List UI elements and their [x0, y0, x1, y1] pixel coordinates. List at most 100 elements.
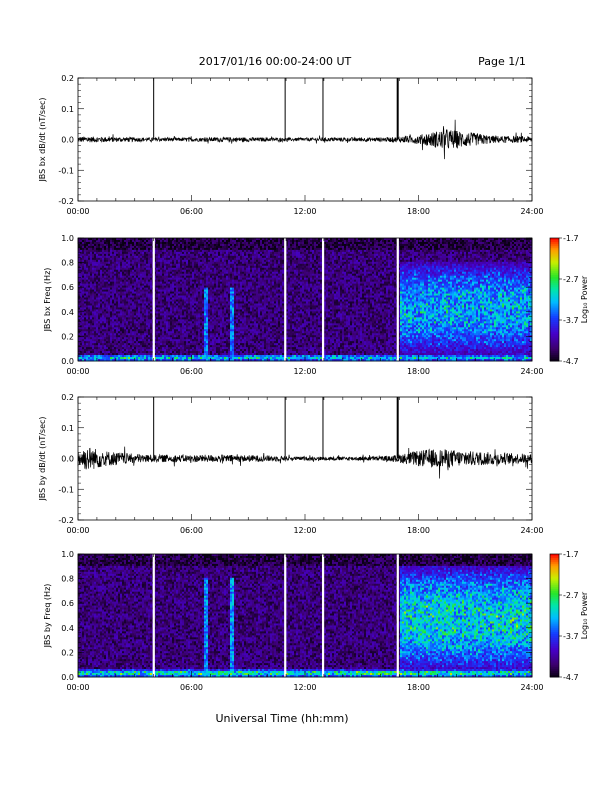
heatmap-cell: [100, 257, 103, 261]
heatmap-cell: [114, 339, 117, 342]
heatmap-cell: [106, 331, 109, 334]
heatmap-cell: [88, 327, 91, 330]
heatmap-cell: [84, 291, 87, 294]
heatmap-cell: [110, 299, 113, 302]
heatmap-cell: [126, 267, 129, 271]
heatmap-cell: [108, 313, 111, 316]
heatmap-cell: [136, 325, 139, 328]
heatmap-cell: [158, 273, 161, 277]
heatmap-cell: [102, 297, 105, 300]
heatmap-cell: [122, 299, 125, 302]
heatmap-cell: [96, 251, 99, 255]
heatmap-cell: [116, 337, 119, 340]
heatmap-cell: [102, 331, 105, 334]
heatmap-cell: [146, 317, 149, 320]
heatmap-cell: [104, 257, 107, 261]
heatmap-cell: [150, 303, 153, 306]
heatmap-cell: [108, 277, 111, 281]
heatmap-cell: [146, 297, 149, 300]
heatmap-cell: [134, 245, 137, 249]
heatmap-cell: [144, 353, 147, 356]
heatmap-cell: [92, 238, 95, 241]
heatmap-cell: [102, 251, 105, 255]
heatmap-cell: [140, 311, 143, 314]
heatmap-cell: [86, 295, 89, 298]
heatmap-cell: [78, 275, 81, 279]
heatmap-cell: [90, 259, 93, 263]
heatmap-cell: [110, 275, 113, 279]
heatmap-cell: [140, 309, 143, 312]
heatmap-cell: [138, 295, 141, 298]
heatmap-cell: [108, 301, 111, 304]
heatmap-cell: [110, 297, 113, 300]
heatmap-cell: [118, 317, 121, 320]
heatmap-cell: [158, 317, 161, 320]
heatmap-cell: [108, 299, 111, 302]
heatmap-cell: [144, 327, 147, 330]
heatmap-cell: [120, 327, 123, 330]
heatmap-cell: [98, 331, 101, 334]
heatmap-cell: [116, 353, 119, 356]
heatmap-cell: [86, 353, 89, 356]
heatmap-cell: [158, 335, 161, 338]
heatmap-cell: [104, 317, 107, 320]
heatmap-cell: [82, 247, 85, 251]
heatmap-cell: [98, 349, 101, 352]
heatmap-cell: [146, 259, 149, 263]
heatmap-cell: [164, 261, 167, 265]
heatmap-cell: [156, 323, 159, 326]
heatmap-cell: [124, 315, 127, 318]
heatmap-cell: [106, 239, 109, 243]
heatmap-cell: [134, 341, 137, 344]
heatmap-cell: [132, 299, 135, 302]
heatmap-cell: [92, 293, 95, 296]
heatmap-cell: [84, 337, 87, 340]
heatmap-cell: [146, 307, 149, 310]
heatmap-cell: [90, 317, 93, 320]
heatmap-cell: [128, 261, 131, 265]
heatmap-cell: [164, 293, 167, 296]
heatmap-cell: [116, 317, 119, 320]
heatmap-cell: [158, 301, 161, 304]
heatmap-cell: [112, 329, 115, 332]
heatmap-cell: [162, 319, 165, 322]
heatmap-cell: [96, 347, 99, 350]
heatmap-cell: [108, 247, 111, 251]
heatmap-cell: [120, 289, 123, 292]
heatmap-cell: [130, 323, 133, 326]
heatmap-cell: [104, 293, 107, 296]
heatmap-cell: [94, 325, 97, 328]
heatmap-cell: [150, 275, 153, 279]
heatmap-cell: [154, 307, 157, 310]
heatmap-cell: [130, 265, 133, 269]
heatmap-cell: [142, 247, 145, 251]
heatmap-cell: [116, 299, 119, 302]
heatmap-cell: [100, 261, 103, 265]
heatmap-cell: [82, 279, 85, 283]
heatmap-cell: [86, 257, 89, 261]
heatmap-cell: [102, 343, 105, 346]
heatmap-cell: [126, 323, 129, 326]
heatmap-cell: [106, 311, 109, 314]
heatmap-cell: [140, 339, 143, 342]
heatmap-cell: [108, 329, 111, 332]
heatmap-cell: [78, 341, 81, 344]
heatmap-cell: [90, 299, 93, 302]
heatmap-cell: [146, 275, 149, 279]
heatmap-cell: [142, 317, 145, 320]
heatmap-cell: [154, 245, 157, 249]
heatmap-cell: [134, 263, 137, 267]
heatmap-cell: [140, 323, 143, 326]
heatmap-cell: [128, 243, 131, 247]
heatmap-cell: [110, 355, 113, 358]
heatmap-cell: [158, 265, 161, 269]
heatmap-cell: [162, 275, 165, 279]
heatmap-cell: [142, 283, 145, 287]
heatmap-cell: [82, 319, 85, 322]
heatmap-cell: [138, 303, 141, 306]
heatmap-cell: [102, 295, 105, 298]
heatmap-cell: [158, 341, 161, 344]
heatmap-cell: [134, 315, 137, 318]
heatmap-cell: [146, 287, 149, 290]
heatmap-cell: [164, 255, 167, 259]
